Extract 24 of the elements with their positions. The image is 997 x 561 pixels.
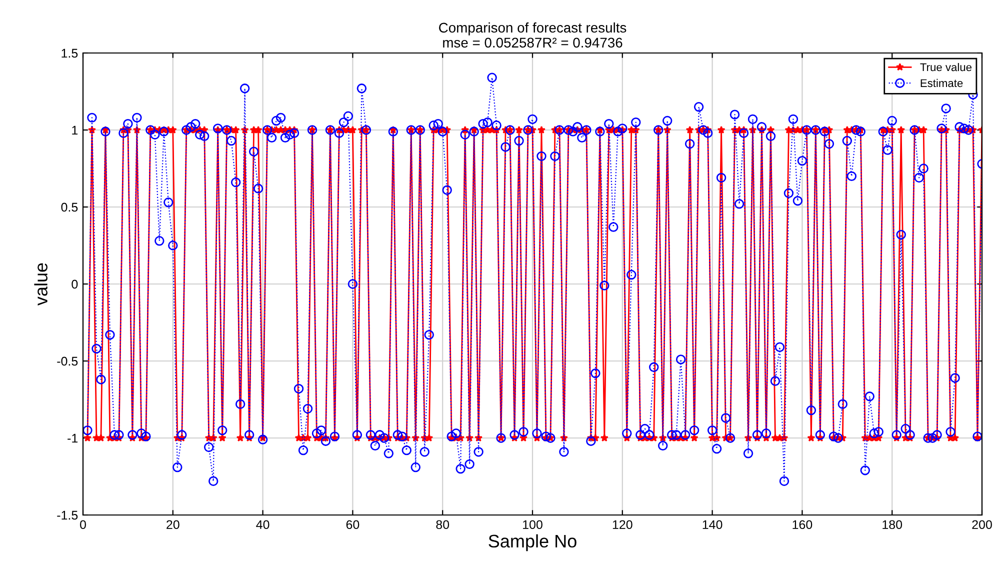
- y-tick-label: -1.5: [57, 510, 78, 520]
- y-tick-label: -1: [68, 434, 78, 443]
- y-tick-label: -0.5: [57, 356, 78, 366]
- x-tick-label: 20: [166, 520, 180, 530]
- x-tick-label: 40: [256, 520, 270, 530]
- y-tick-label: 0: [72, 280, 78, 289]
- x-tick-label: 60: [346, 520, 360, 530]
- y-tick-label: 1: [72, 126, 78, 135]
- x-tick-label: 100: [523, 520, 542, 530]
- chart-title: Comparison of forecast results: [439, 22, 626, 36]
- legend-label: True value: [920, 63, 972, 72]
- x-tick-label: 120: [612, 520, 632, 530]
- x-tick-label: 160: [792, 520, 812, 530]
- x-tick-label: 180: [882, 520, 902, 530]
- x-tick-label: 140: [702, 520, 722, 530]
- y-tick-label: 1.5: [62, 48, 78, 58]
- y-tick-label: 0.5: [61, 202, 78, 212]
- legend-label: Estimate: [920, 78, 963, 88]
- x-tick-label: 200: [972, 520, 992, 530]
- chart-subtitle: mse = 0.052587R² = 0.94736: [443, 38, 622, 48]
- x-axis-title: Sample No: [488, 534, 576, 552]
- y-axis-title: value: [34, 263, 48, 306]
- x-tick-label: 80: [436, 520, 450, 530]
- x-tick-label: 0: [80, 520, 86, 530]
